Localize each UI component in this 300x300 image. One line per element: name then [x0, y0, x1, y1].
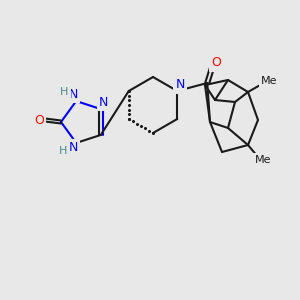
Text: N: N	[176, 79, 185, 92]
Text: O: O	[34, 113, 44, 127]
Text: N: N	[68, 141, 78, 154]
Text: N: N	[68, 88, 78, 100]
Text: H: H	[59, 146, 68, 156]
Text: N: N	[99, 96, 109, 109]
Text: O: O	[211, 56, 221, 70]
Text: Me: Me	[261, 76, 277, 86]
Text: H: H	[60, 87, 68, 97]
Text: Me: Me	[255, 155, 271, 165]
